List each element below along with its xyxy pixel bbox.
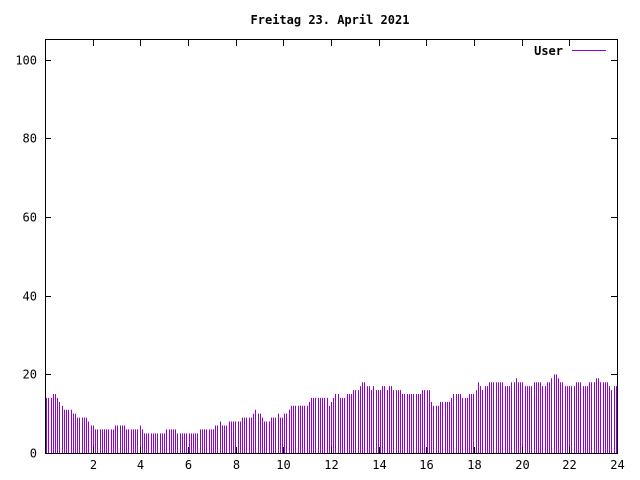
x-tick-label: 16 [419, 458, 433, 472]
x-axis: 2 4 6 8 10 12 14 16 18 20 22 24 [90, 40, 625, 472]
legend: User [534, 44, 606, 58]
x-tick-label: 4 [137, 458, 144, 472]
x-tick-label: 20 [515, 458, 529, 472]
x-tick-label: 8 [233, 458, 240, 472]
x-tick-label: 22 [562, 458, 576, 472]
plot-frame [45, 39, 618, 454]
y-tick-label: 60 [23, 211, 37, 225]
x-tick-label: 2 [90, 458, 97, 472]
y-tick-label: 100 [15, 54, 37, 68]
x-tick-label: 12 [324, 458, 338, 472]
y-tick-label: 80 [23, 132, 37, 146]
y-tick-label: 40 [23, 290, 37, 304]
legend-label-user: User [534, 44, 563, 58]
x-tick-label: 10 [276, 458, 290, 472]
y-axis: 0 20 40 60 80 100 [15, 54, 617, 461]
y-tick-label: 20 [23, 368, 37, 382]
bar-series-user [46, 374, 617, 453]
x-tick-label: 18 [467, 458, 481, 472]
x-tick-label: 24 [610, 458, 624, 472]
y-tick-label: 0 [30, 447, 37, 461]
chart-title: Freitag 23. April 2021 [251, 13, 410, 27]
x-tick-label: 6 [185, 458, 192, 472]
x-tick-label: 14 [372, 458, 386, 472]
